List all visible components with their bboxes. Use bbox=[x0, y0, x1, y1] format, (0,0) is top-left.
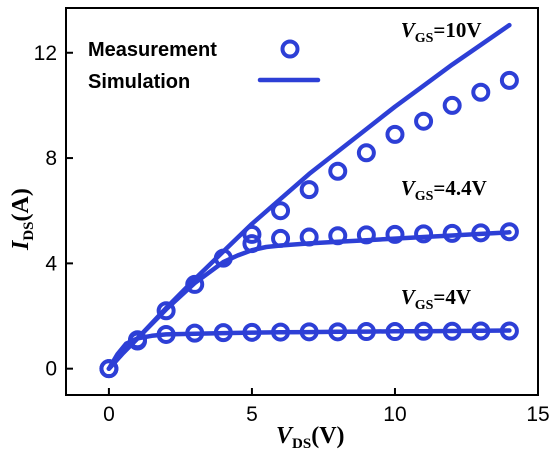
x-tick-label: 0 bbox=[103, 403, 115, 426]
measurement-point bbox=[385, 224, 405, 244]
measurement-point bbox=[442, 321, 462, 341]
plot-frame bbox=[65, 7, 539, 396]
measurement-point bbox=[471, 321, 491, 341]
measurement-point bbox=[299, 227, 319, 247]
measurement-markers bbox=[99, 70, 519, 379]
measurement-point bbox=[499, 222, 519, 242]
measurement-point bbox=[385, 322, 405, 342]
series-annotation: VGS=4V bbox=[401, 285, 471, 313]
annotation-sub: GS bbox=[415, 298, 434, 313]
x-tick-label: 5 bbox=[246, 403, 258, 426]
annotation-main: V bbox=[401, 285, 417, 309]
measurement-point bbox=[213, 248, 233, 268]
x-axis-label-tail: (V) bbox=[311, 423, 344, 449]
measurement-point bbox=[271, 201, 291, 221]
x-tick-label: 10 bbox=[383, 403, 406, 426]
measurement-point bbox=[156, 324, 176, 344]
measurement-point bbox=[471, 82, 491, 102]
measurement-point bbox=[185, 323, 205, 343]
measurement-point bbox=[356, 143, 376, 163]
y-tick-label: 4 bbox=[45, 252, 57, 275]
legend: Measurement Simulation bbox=[88, 39, 321, 93]
measurement-point bbox=[299, 322, 319, 342]
measurement-point bbox=[356, 322, 376, 342]
legend-label-measurement: Measurement bbox=[88, 39, 217, 61]
x-tick-label: 15 bbox=[526, 403, 549, 426]
y-tick-label: 12 bbox=[34, 42, 57, 65]
annotation-tail: =4.4V bbox=[433, 176, 486, 200]
measurement-point bbox=[356, 225, 376, 245]
measurement-point bbox=[414, 111, 434, 131]
measurement-point bbox=[271, 228, 291, 248]
y-axis-label-main: I bbox=[8, 239, 34, 251]
measurement-point bbox=[299, 180, 319, 200]
legend-marker-measurement bbox=[280, 39, 300, 59]
measurement-point bbox=[213, 323, 233, 343]
annotation-sub: GS bbox=[415, 31, 434, 46]
measurement-point bbox=[442, 223, 462, 243]
measurement-point bbox=[442, 95, 462, 115]
axis-ticks: 0 5 10 15 0 4 8 12 bbox=[34, 42, 550, 426]
annotation-main: V bbox=[401, 176, 417, 200]
annotation-tail: =10V bbox=[433, 18, 481, 42]
series-annotation: VGS=10V bbox=[401, 18, 482, 46]
y-axis-label-sub: DS bbox=[21, 221, 37, 240]
measurement-point bbox=[328, 161, 348, 181]
measurement-point bbox=[385, 124, 405, 144]
measurement-point bbox=[414, 224, 434, 244]
simulation-line bbox=[106, 328, 512, 371]
y-tick-label: 8 bbox=[45, 147, 57, 170]
x-axis-label-main: V bbox=[276, 423, 294, 449]
measurement-point bbox=[471, 223, 491, 243]
measurement-point bbox=[242, 322, 262, 342]
measurement-point bbox=[328, 226, 348, 246]
measurement-point bbox=[185, 274, 205, 294]
measurement-point bbox=[328, 322, 348, 342]
series-annotation: VGS=4.4V bbox=[401, 176, 487, 204]
legend-label-simulation: Simulation bbox=[88, 71, 190, 93]
measurement-point bbox=[156, 301, 176, 321]
measurement-point bbox=[99, 359, 119, 379]
measurement-point bbox=[499, 321, 519, 341]
y-axis-label: IDS(A) bbox=[8, 188, 37, 251]
measurement-point bbox=[271, 322, 291, 342]
y-tick-label: 0 bbox=[45, 358, 57, 381]
measurement-point bbox=[242, 234, 262, 254]
y-axis-label-tail: (A) bbox=[8, 188, 34, 221]
annotation-main: V bbox=[401, 18, 417, 42]
x-axis-label: VDS(V) bbox=[276, 423, 345, 452]
measurement-point bbox=[414, 321, 434, 341]
annotation-tail: =4V bbox=[433, 285, 471, 309]
measurement-point bbox=[128, 331, 148, 351]
annotation-sub: GS bbox=[415, 189, 434, 204]
x-axis-label-sub: DS bbox=[292, 436, 311, 452]
measurement-point bbox=[499, 70, 519, 90]
measurement-point bbox=[242, 224, 262, 244]
